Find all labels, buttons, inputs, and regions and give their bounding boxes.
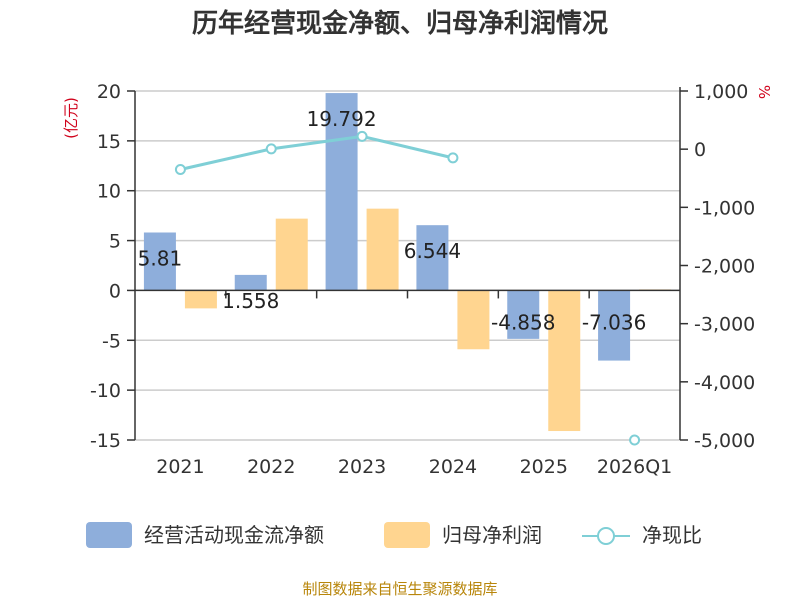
- ratio-point: [356, 130, 368, 142]
- cashflow-data-label: -4.858: [491, 310, 555, 334]
- bar-netprofit: [366, 208, 399, 291]
- legend-swatch-netprofit: [384, 522, 430, 548]
- x-axis-tick-label: 2024: [429, 456, 477, 478]
- left-axis-tick-label: -5: [102, 330, 121, 352]
- right-axis-tick-label: 1,000: [694, 81, 748, 103]
- cashflow-data-label: 5.81: [138, 246, 183, 270]
- ratio-point: [447, 152, 459, 164]
- legend-swatch-cashflow: [86, 522, 132, 548]
- right-axis-unit: %: [755, 85, 773, 99]
- left-axis-tick-label: 5: [109, 231, 121, 253]
- right-axis-tick-label: -5,000: [694, 430, 755, 452]
- x-axis-tick-label: 2022: [247, 456, 295, 478]
- bar-cashflow: [143, 232, 176, 291]
- cashflow-data-label: 19.792: [307, 107, 377, 131]
- ratio-point: [265, 143, 277, 155]
- x-axis-tick-label: 2025: [520, 456, 568, 478]
- left-axis-tick-label: 0: [109, 280, 121, 302]
- x-axis-tick-label: 2021: [156, 456, 204, 478]
- right-axis-tick-label: -1,000: [694, 197, 755, 219]
- legend-label-netprofit: 归母净利润: [442, 523, 542, 547]
- bar-cashflow: [507, 290, 540, 339]
- right-axis-tick-label: -3,000: [694, 314, 755, 336]
- bar-cashflow: [234, 274, 267, 291]
- left-axis-tick-label: -10: [90, 380, 121, 402]
- bar-netprofit: [457, 290, 490, 350]
- right-axis-tick-label: -4,000: [694, 372, 755, 394]
- left-axis-unit: (亿元): [62, 97, 80, 139]
- left-axis-tick-label: 10: [97, 181, 121, 203]
- bar-netprofit: [275, 218, 308, 291]
- x-axis-tick-label: 2023: [338, 456, 386, 478]
- grid-lines: [135, 90, 680, 441]
- bars-layer: [143, 93, 672, 432]
- source-note: 制图数据来自恒生聚源数据库: [302, 580, 497, 598]
- left-axis-tick-label: 15: [97, 131, 121, 153]
- ratio-line-layer: [174, 130, 641, 446]
- ratio-line: [180, 134, 454, 171]
- x-axis-tick-label: 2026Q1: [597, 456, 672, 478]
- ratio-point: [629, 434, 641, 446]
- legend-label-ratio: 净现比: [642, 523, 702, 547]
- data-labels-layer: 5.81 1.558 19.792 6.544 -4.858 -7.036: [138, 107, 647, 334]
- cashflow-data-label: 6.544: [404, 239, 461, 263]
- bar-netprofit: [184, 290, 217, 309]
- bar-cashflow: [598, 290, 631, 361]
- left-axis-tick-label: -15: [90, 430, 121, 452]
- bar-netprofit: [548, 290, 581, 432]
- cashflow-data-label: 1.558: [222, 289, 279, 313]
- axes-layer: 20 15 10 5 0 -5 -10 -15 1,000 0 -1,000 -2,000 -3,000…: [90, 81, 755, 478]
- bar-cashflow: [416, 225, 449, 291]
- legend: 经营活动现金流净额 归母净利润 净现比: [86, 522, 702, 548]
- cashflow-data-label: -7.036: [582, 310, 646, 334]
- ratio-point: [174, 164, 186, 176]
- legend-label-cashflow: 经营活动现金流净额: [144, 523, 324, 547]
- bar-cashflow: [325, 93, 358, 291]
- legend-marker-ratio: [597, 527, 615, 545]
- right-axis-tick-label: -2,000: [694, 256, 755, 278]
- chart-title: 历年经营现金净额、归母净利润情况: [192, 8, 608, 39]
- right-axis-tick-label: 0: [694, 139, 706, 161]
- left-axis-tick-label: 20: [97, 81, 121, 103]
